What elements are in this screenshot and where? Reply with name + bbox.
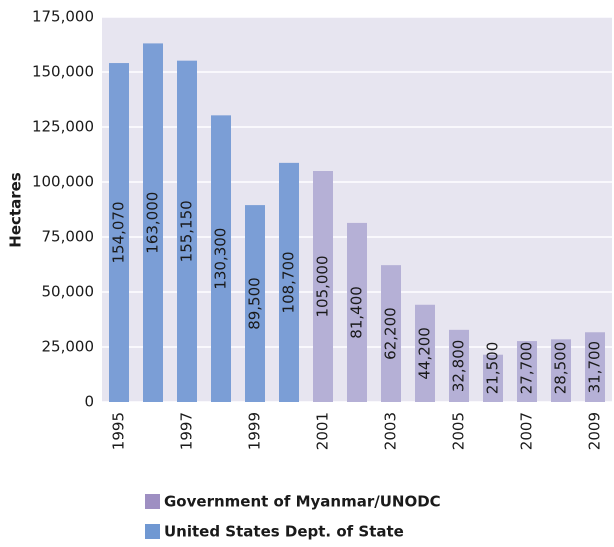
value-label: 155,150 xyxy=(178,200,196,262)
value-label: 31,700 xyxy=(586,341,604,394)
value-label: 21,500 xyxy=(484,342,502,395)
value-label: 32,800 xyxy=(450,340,468,393)
value-label: 105,000 xyxy=(314,255,332,317)
value-label: 163,000 xyxy=(144,192,162,254)
bar xyxy=(245,205,265,402)
value-label: 62,200 xyxy=(382,307,400,360)
bar xyxy=(143,43,163,403)
y-axis-label: Hectares xyxy=(7,172,25,247)
bar xyxy=(551,339,571,402)
value-label: 44,200 xyxy=(416,327,434,380)
bar xyxy=(279,162,299,402)
legend-swatch xyxy=(145,524,160,539)
value-label: 130,300 xyxy=(212,228,230,290)
x-tick-label: 2009 xyxy=(586,412,604,450)
bar xyxy=(313,171,333,402)
bar xyxy=(211,115,231,402)
legend-label: Government of Myanmar/UNODC xyxy=(164,493,441,511)
y-tick-label: 100,000 xyxy=(32,173,94,191)
legend-swatch xyxy=(145,494,160,509)
value-label: 108,700 xyxy=(280,251,298,313)
bar xyxy=(585,332,605,402)
x-tick-label: 1999 xyxy=(246,412,264,450)
x-tick-label: 1995 xyxy=(110,412,128,450)
y-tick-label: 50,000 xyxy=(42,283,95,301)
value-label: 27,700 xyxy=(518,342,536,395)
y-tick-label: 150,000 xyxy=(32,63,94,81)
value-label: 154,070 xyxy=(110,202,128,264)
bar xyxy=(517,341,537,402)
x-tick-label: 2003 xyxy=(382,412,400,450)
legend-label: United States Dept. of State xyxy=(164,523,404,541)
x-tick-label: 2007 xyxy=(518,412,536,450)
bar xyxy=(109,63,129,403)
y-tick-label: 125,000 xyxy=(32,118,94,136)
y-tick-label: 25,000 xyxy=(42,338,95,356)
y-tick-label: 0 xyxy=(84,393,94,411)
x-tick-label: 1997 xyxy=(178,412,196,450)
value-label: 28,500 xyxy=(552,342,570,395)
bar xyxy=(449,329,469,402)
x-tick-label: 2005 xyxy=(450,412,468,450)
bar xyxy=(177,60,197,403)
y-tick-label: 175,000 xyxy=(32,8,94,26)
value-label: 81,400 xyxy=(348,286,366,339)
bar xyxy=(415,304,435,402)
bar xyxy=(483,354,503,402)
y-tick-label: 75,000 xyxy=(42,228,95,246)
bar xyxy=(347,222,367,402)
bar xyxy=(381,265,401,402)
value-label: 89,500 xyxy=(246,277,264,330)
x-tick-label: 2001 xyxy=(314,412,332,450)
